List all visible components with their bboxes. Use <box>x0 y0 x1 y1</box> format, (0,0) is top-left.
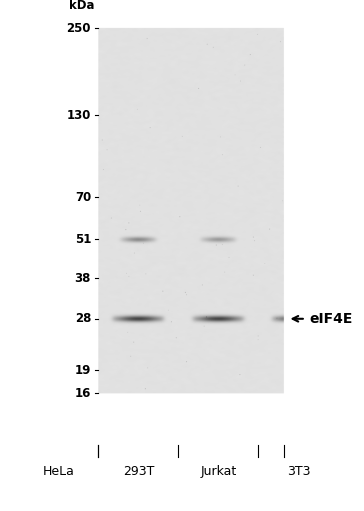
Text: HeLa: HeLa <box>42 465 74 478</box>
Text: 51: 51 <box>75 233 91 246</box>
Text: Jurkat: Jurkat <box>200 465 237 478</box>
Text: 293T: 293T <box>123 465 154 478</box>
Text: 250: 250 <box>67 21 91 35</box>
Text: 3T3: 3T3 <box>287 465 310 478</box>
Text: 70: 70 <box>75 191 91 204</box>
Text: 130: 130 <box>67 108 91 122</box>
Text: 19: 19 <box>75 364 91 377</box>
Text: kDa: kDa <box>69 0 95 12</box>
Text: 38: 38 <box>75 272 91 285</box>
Text: 16: 16 <box>75 386 91 400</box>
Text: 28: 28 <box>75 312 91 326</box>
Text: eIF4E: eIF4E <box>309 312 353 326</box>
